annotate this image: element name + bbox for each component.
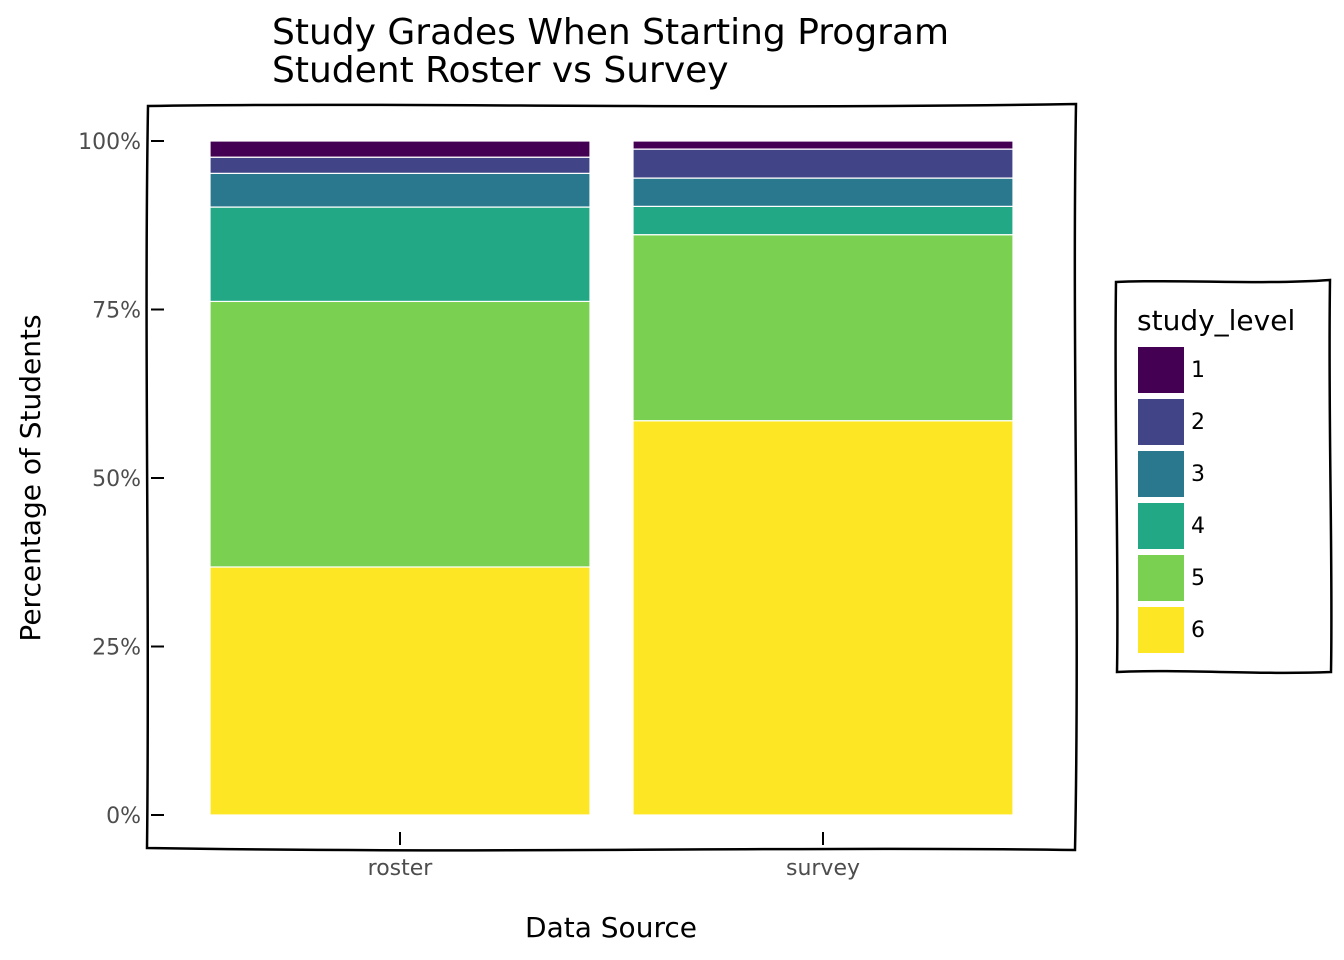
x-tick-label: survey (786, 856, 860, 881)
x-tick-label: roster (368, 856, 434, 881)
legend-swatch-6 (1138, 607, 1184, 653)
chart-subtitle: Student Roster vs Survey (272, 50, 729, 91)
bar-segment-survey-6 (632, 420, 1014, 816)
plot-panel-border (145, 102, 1078, 852)
legend-title: study_level (1137, 304, 1295, 337)
bar-segment-roster-4 (209, 206, 591, 303)
bar-segment-roster-2 (209, 156, 591, 174)
legend: study_level 1 2 3 4 5 6 (1114, 278, 1333, 675)
y-axis: 0% 25% 50% 75% 100% (78, 130, 164, 829)
legend-swatch-3 (1138, 451, 1184, 497)
y-tick-label: 100% (78, 130, 141, 155)
bar-segment-survey-5 (632, 234, 1014, 422)
bar-segment-survey-1 (632, 140, 1014, 150)
legend-swatch-2 (1138, 399, 1184, 445)
x-axis: roster survey (368, 832, 860, 881)
chart-title: Study Grades When Starting Program (272, 12, 949, 53)
legend-label-5: 5 (1191, 566, 1205, 591)
legend-swatch-4 (1138, 503, 1184, 549)
legend-border (1114, 278, 1333, 675)
bar-segment-roster-5 (209, 300, 591, 568)
bar-segment-roster-1 (209, 140, 591, 158)
legend-label-3: 3 (1191, 462, 1205, 487)
y-axis-title: Percentage of Students (14, 314, 47, 641)
legend-label-1: 1 (1191, 358, 1205, 383)
legend-swatch-1 (1138, 347, 1184, 393)
bar-segment-roster-3 (209, 172, 591, 208)
legend-swatch-5 (1138, 555, 1184, 601)
y-tick-label: 50% (92, 467, 141, 492)
legend-items: 1 2 3 4 5 6 (1138, 347, 1205, 653)
bar-segment-survey-3 (632, 177, 1014, 207)
bars (209, 140, 1014, 816)
bar-segment-roster-6 (209, 566, 591, 816)
y-tick-label: 25% (92, 636, 141, 661)
legend-label-6: 6 (1191, 618, 1205, 643)
legend-label-2: 2 (1191, 410, 1205, 435)
bar-segment-survey-4 (632, 205, 1014, 236)
legend-label-4: 4 (1191, 514, 1205, 539)
x-axis-title: Data Source (525, 911, 697, 944)
bar-segment-survey-2 (632, 148, 1014, 179)
y-tick-label: 0% (106, 804, 141, 829)
y-tick-label: 75% (92, 299, 141, 324)
